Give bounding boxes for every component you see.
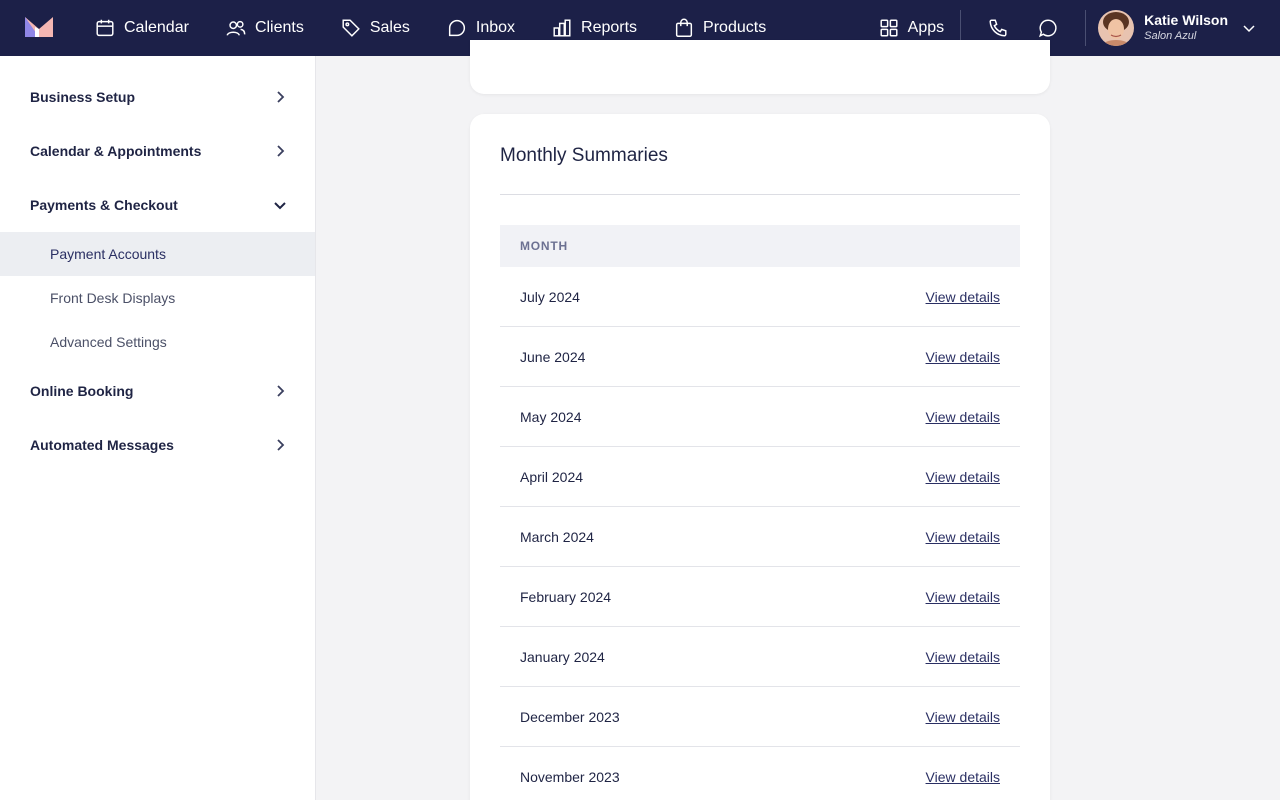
business-name: Salon Azul: [1144, 30, 1197, 42]
clients-icon: [226, 20, 246, 36]
chevron-right-icon: [277, 145, 285, 157]
previous-card-bottom: [470, 40, 1050, 94]
table-header: MONTH: [500, 225, 1020, 267]
sidebar-item-label: Front Desk Displays: [50, 290, 176, 306]
user-name: Katie Wilson: [1144, 12, 1228, 28]
chat-bubble-icon: [1039, 19, 1057, 38]
table-row: May 2024 View details: [500, 387, 1020, 447]
month-cell: July 2024: [520, 288, 580, 305]
divider: [1085, 10, 1087, 46]
nav-label: Products: [703, 19, 767, 36]
table-row: March 2024 View details: [500, 507, 1020, 567]
view-details-link[interactable]: View details: [925, 588, 1000, 605]
phone-icon: [989, 19, 1007, 37]
chevron-down-icon: [1243, 25, 1255, 33]
table-row: April 2024 View details: [500, 447, 1020, 507]
month-cell: December 2023: [520, 708, 620, 725]
month-cell: November 2023: [520, 768, 620, 785]
nav-label: Calendar: [124, 19, 189, 36]
nav-label: Sales: [369, 19, 410, 36]
card-title: Monthly Summaries: [500, 145, 668, 166]
sidebar-item-payment-accounts[interactable]: Payment Accounts: [0, 232, 315, 276]
chevron-down-icon: [274, 202, 286, 210]
inbox-icon: [448, 20, 465, 37]
nav-label: Reports: [581, 19, 638, 36]
nav-label: Inbox: [475, 19, 516, 36]
table-row: June 2024 View details: [500, 327, 1020, 387]
month-cell: February 2024: [520, 588, 612, 605]
main-nav: Calendar Clients Sales Inbox Reports Pro…: [76, 0, 784, 56]
month-cell: March 2024: [520, 528, 594, 545]
chevron-right-icon: [277, 385, 285, 397]
month-cell: June 2024: [520, 348, 586, 365]
brand-logo[interactable]: [25, 17, 53, 37]
apps-label: Apps: [907, 19, 945, 36]
top-right-actions: Apps Katie Wilson Salon Azul: [878, 0, 1280, 56]
nav-clients[interactable]: Clients: [207, 0, 322, 56]
chat-button[interactable]: [1023, 0, 1073, 56]
table-body: July 2024 View details June 2024 View detai…: [500, 267, 1020, 800]
view-details-link[interactable]: View details: [925, 648, 1000, 665]
sidebar-section-label: Automated Messages: [30, 437, 174, 453]
calendar-icon: [96, 19, 114, 37]
sidebar-item-advanced-settings[interactable]: Advanced Settings: [0, 320, 315, 364]
nav-products[interactable]: Products: [655, 0, 784, 56]
nav-inbox[interactable]: Inbox: [428, 0, 533, 56]
view-details-link[interactable]: View details: [925, 348, 1000, 365]
divider: [500, 194, 1020, 195]
chevron-right-icon: [277, 439, 285, 451]
sidebar-section-payments-checkout[interactable]: Payments & Checkout: [0, 178, 315, 232]
phone-button[interactable]: [973, 0, 1023, 56]
view-details-link[interactable]: View details: [925, 468, 1000, 485]
table-row: July 2024 View details: [500, 267, 1020, 327]
sidebar-section-label: Calendar & Appointments: [30, 143, 202, 159]
view-details-link[interactable]: View details: [925, 528, 1000, 545]
nav-label: Clients: [254, 19, 304, 36]
view-details-link[interactable]: View details: [925, 408, 1000, 425]
sidebar-section-label: Online Booking: [30, 383, 134, 399]
monthly-summaries-table: MONTH July 2024 View details June 2024 View…: [500, 225, 1020, 800]
divider: [960, 10, 962, 46]
table-row: January 2024 View details: [500, 627, 1020, 687]
view-details-link[interactable]: View details: [925, 768, 1000, 785]
view-details-link[interactable]: View details: [925, 708, 1000, 725]
sidebar-section-calendar-appointments[interactable]: Calendar & Appointments: [0, 124, 315, 178]
table-row: December 2023 View details: [500, 687, 1020, 747]
month-cell: January 2024: [520, 648, 605, 665]
column-header-month: MONTH: [520, 239, 568, 253]
apps-button[interactable]: Apps: [878, 17, 960, 39]
sidebar-item-label: Payment Accounts: [50, 246, 166, 262]
month-cell: April 2024: [520, 468, 584, 485]
nav-calendar[interactable]: Calendar: [76, 0, 207, 56]
reports-icon: [553, 19, 571, 37]
sidebar-section-automated-messages[interactable]: Automated Messages: [0, 418, 315, 472]
view-details-link[interactable]: View details: [925, 288, 1000, 305]
sidebar-section-online-booking[interactable]: Online Booking: [0, 364, 315, 418]
sidebar-item-front-desk-displays[interactable]: Front Desk Displays: [0, 276, 315, 320]
nav-reports[interactable]: Reports: [533, 0, 655, 56]
sidebar-item-label: Advanced Settings: [50, 334, 167, 350]
sidebar-section-label: Payments & Checkout: [30, 197, 178, 213]
avatar: [1098, 10, 1135, 46]
settings-sidebar: Business Setup Calendar & Appointments P…: [0, 56, 316, 800]
monthly-summaries-card: Monthly Summaries MONTH July 2024 View de…: [470, 114, 1050, 800]
sidebar-section-label: Business Setup: [30, 89, 136, 105]
tag-icon: [342, 19, 360, 37]
month-cell: May 2024: [520, 408, 582, 425]
table-row: November 2023 View details: [500, 747, 1020, 800]
chevron-right-icon: [277, 91, 285, 103]
sidebar-section-business-setup[interactable]: Business Setup: [0, 70, 315, 124]
user-profile-menu[interactable]: Katie Wilson Salon Azul: [1086, 0, 1280, 56]
nav-sales[interactable]: Sales: [322, 0, 428, 56]
apps-grid-icon: [880, 19, 898, 37]
bag-icon: [675, 18, 693, 37]
table-row: February 2024 View details: [500, 567, 1020, 627]
